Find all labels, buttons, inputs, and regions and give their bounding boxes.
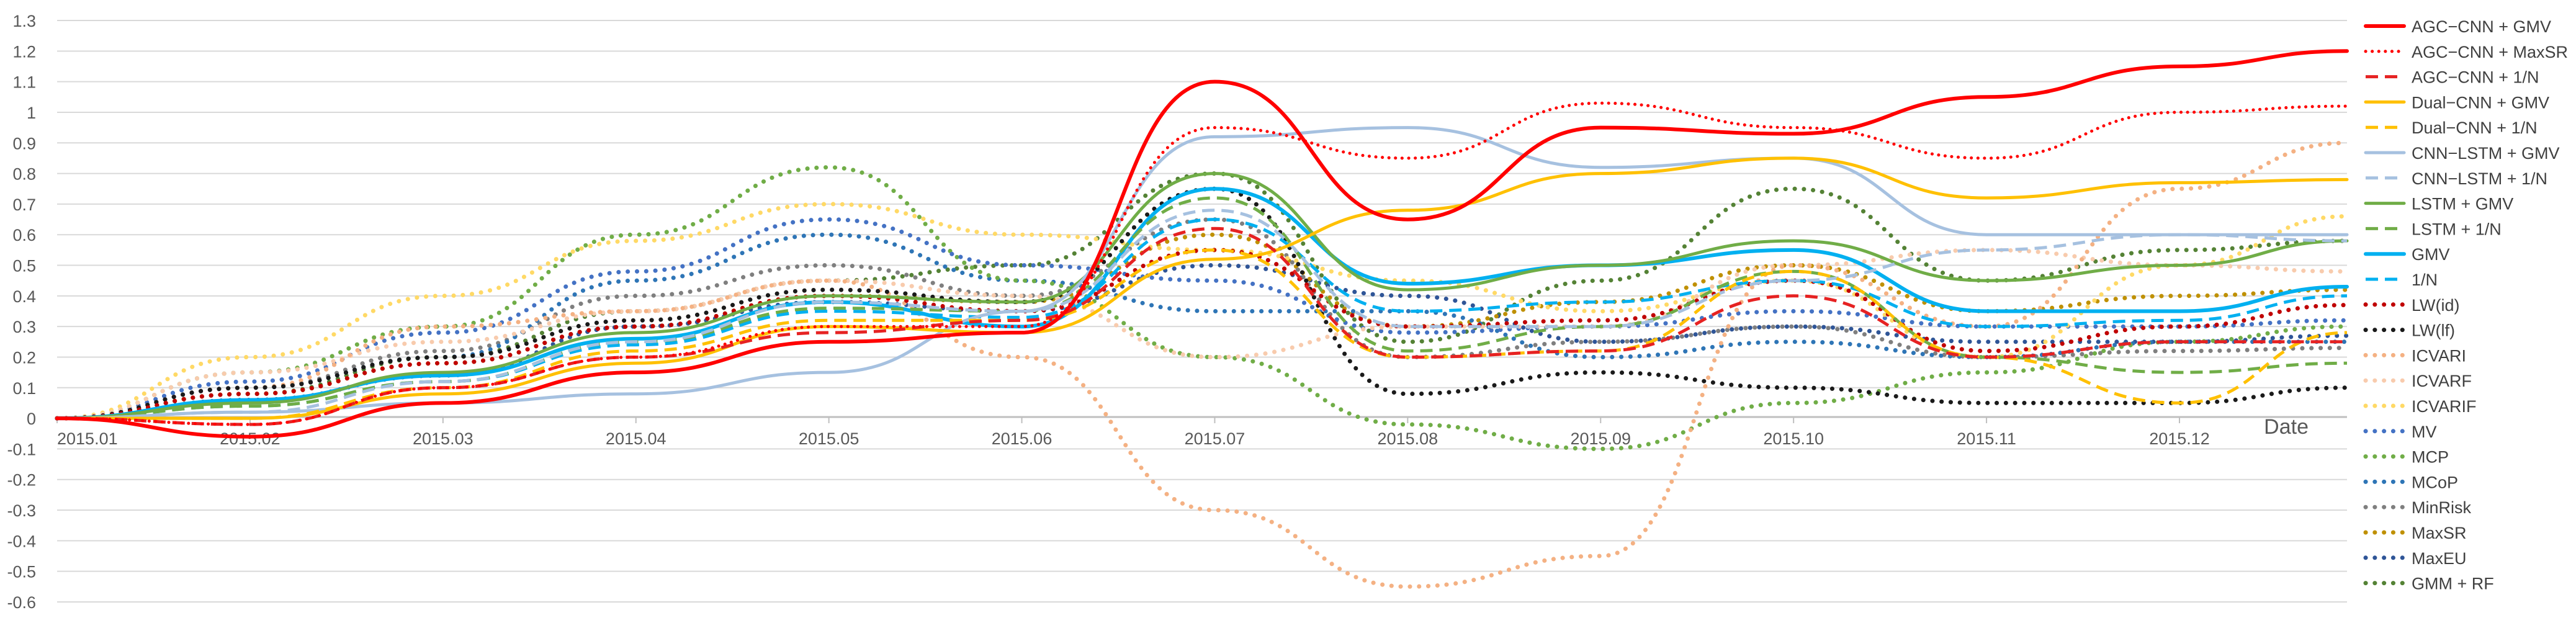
legend-item: GMV [2364, 245, 2450, 264]
legend-label: LW(id) [2412, 296, 2460, 315]
legend-item: Dual−CNN + GMV [2364, 93, 2549, 112]
legend-label: LW(lf) [2412, 321, 2455, 340]
y-tick-label: -0.2 [7, 471, 36, 490]
y-tick-label: -0.6 [7, 593, 36, 612]
legend-label: Dual−CNN + 1/N [2412, 119, 2538, 137]
y-tick-label: 1.2 [12, 42, 36, 61]
x-tick-label: 2015.02 [220, 429, 280, 448]
legend-label: ICVARI [2412, 346, 2466, 365]
series-line-3 [55, 156, 2349, 420]
series-line-4 [57, 248, 2348, 420]
x-tick-label: 2015.12 [2149, 429, 2210, 448]
x-tick-label: 2015.09 [1570, 429, 1631, 448]
legend-label: MaxEU [2412, 549, 2467, 568]
y-tick-label: -0.4 [7, 532, 36, 550]
legend-label: ICVARF [2412, 372, 2472, 390]
series-line-7 [55, 172, 2349, 420]
legend-item: CNN−LSTM + 1/N [2366, 169, 2547, 188]
legend-label: LSTM + GMV [2412, 195, 2513, 213]
series-lines [55, 49, 2349, 589]
y-tick-label: 0.5 [12, 257, 36, 276]
legend-item: AGC−CNN + MaxSR [2364, 43, 2568, 61]
series-line-6 [56, 209, 2348, 420]
y-tick-label: 1 [27, 104, 36, 122]
series-line-14 [55, 248, 2349, 421]
y-tick-label: 0.9 [12, 134, 36, 153]
legend-label: MV [2412, 423, 2437, 441]
series-line-0 [55, 49, 2349, 439]
y-tick-label: 1.1 [12, 73, 36, 92]
legend-label: MCoP [2412, 473, 2458, 491]
y-tick-label: 0.8 [12, 165, 36, 184]
x-tick-label: 2015.11 [1957, 429, 2016, 448]
y-tick-label: -0.3 [7, 501, 36, 520]
legend-item: LW(id) [2363, 296, 2460, 315]
legend-item: GMM + RF [2363, 575, 2494, 593]
legend-label: MinRisk [2412, 498, 2472, 517]
legend-label: 1/N [2412, 271, 2438, 289]
legend: AGC−CNN + GMV AGC−CNN + MaxSR AGC−CNN + 1/… [2363, 17, 2568, 593]
legend-label: GMV [2412, 245, 2450, 264]
series-line-17 [55, 165, 2349, 451]
legend-label: CNN−LSTM + 1/N [2412, 169, 2547, 188]
x-tick-label: 2015.04 [606, 429, 666, 448]
legend-item: MCP [2363, 448, 2449, 467]
x-tick-label: 2015.03 [413, 429, 473, 448]
legend-item: LSTM + GMV [2364, 195, 2513, 213]
axis-labels: Date [2264, 415, 2309, 439]
legend-label: AGC−CNN + 1/N [2412, 68, 2539, 87]
legend-label: ICVARIF [2412, 397, 2477, 416]
legend-label: AGC−CNN + GMV [2412, 17, 2551, 36]
x-tick-label: 2015.06 [992, 429, 1052, 448]
x-tick-label: 2015.01 [57, 429, 118, 448]
series-line-9 [55, 187, 2349, 421]
legend-item: CNN−LSTM + GMV [2364, 144, 2560, 163]
series-line-21 [55, 263, 2349, 421]
y-tick-label: 0.1 [12, 379, 36, 398]
legend-label: MaxSR [2412, 524, 2467, 542]
y-tick-label: 0.3 [12, 318, 36, 336]
x-tick-label: 2015.08 [1378, 429, 1438, 448]
axes: -0.6 -0.5 -0.4 -0.3 -0.2 -0.1 0 0.1 0.2 0.3 0.4 0.5… [7, 12, 2347, 612]
y-tick-label: 1.3 [12, 12, 36, 30]
y-tick-label: -0.1 [7, 440, 36, 459]
legend-item: 1/N [2366, 271, 2438, 289]
series-line-11 [55, 248, 2349, 421]
legend-item: MaxSR [2363, 524, 2467, 542]
x-axis-title: Date [2264, 415, 2309, 439]
legend-label: LSTM + 1/N [2412, 220, 2502, 238]
series-line-13 [55, 140, 2349, 589]
legend-item: LSTM + 1/N [2366, 220, 2502, 238]
legend-item: MinRisk [2363, 498, 2472, 517]
legend-label: Dual−CNN + GMV [2412, 93, 2549, 112]
legend-label: GMM + RF [2412, 575, 2494, 593]
legend-item: ICVARI [2363, 346, 2466, 365]
legend-item: AGC−CNN + 1/N [2366, 68, 2539, 87]
x-tick-label: 2015.07 [1185, 429, 1245, 448]
y-tick-label: 0.4 [12, 287, 36, 306]
legend-item: ICVARIF [2363, 397, 2477, 416]
series-line-16 [55, 217, 2349, 421]
series-line-1 [55, 101, 2349, 426]
legend-item: MaxEU [2363, 549, 2467, 568]
legend-item: ICVARF [2363, 372, 2472, 390]
y-tick-label: 0 [27, 410, 36, 428]
y-tick-label: 0.7 [12, 195, 36, 214]
legend-item: Dual−CNN + 1/N [2366, 119, 2538, 137]
legend-label: MCP [2412, 448, 2449, 467]
legend-item: LW(lf) [2363, 321, 2455, 340]
y-tick-label: -0.5 [7, 563, 36, 581]
y-tick-label: 0.2 [12, 348, 36, 367]
x-tick-label: 2015.05 [799, 429, 859, 448]
legend-item: MV [2363, 423, 2437, 441]
legend-label: AGC−CNN + MaxSR [2412, 43, 2568, 61]
legend-item: AGC−CNN + GMV [2364, 17, 2551, 36]
legend-item: MCoP [2363, 473, 2458, 491]
y-tick-label: 0.6 [12, 226, 36, 244]
legend-label: CNN−LSTM + GMV [2412, 144, 2560, 163]
x-tick-label: 2015.10 [1763, 429, 1824, 448]
